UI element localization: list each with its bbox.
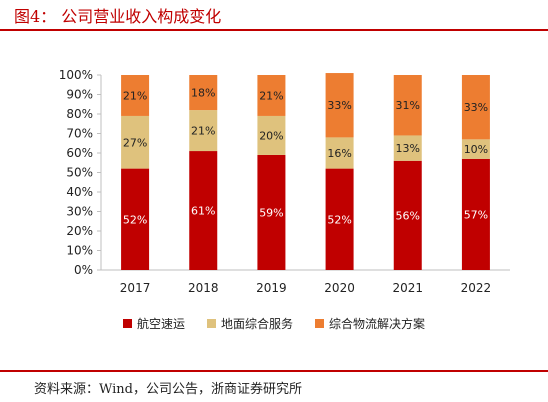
legend-swatch [315,319,324,328]
stacked-bar-chart: 0% 10% 20% 30% 40% 50% 60% 70% 80% 90% 100% 52% 27% 2… [59,68,510,295]
x-tick-label: 2021 [392,281,423,295]
data-label: 21% [191,125,215,138]
data-label: 52% [123,213,147,226]
bar-segment-1 [461,139,490,159]
y-tick-label: 100% [59,68,93,82]
y-tick-label: 70% [66,127,93,141]
bar-segment-2 [257,75,286,116]
x-tick-label: 2019 [256,281,287,295]
bar-segment-0 [461,158,490,270]
bar-segment-1 [393,135,422,161]
y-tick-label: 50% [66,166,93,180]
data-label: 18% [191,87,215,100]
data-label: 21% [123,89,147,102]
y-tick-label: 20% [66,224,93,238]
legend-swatch [122,319,132,328]
x-tick-label: 2017 [120,281,151,295]
data-label: 27% [123,136,147,149]
bar-segment-2 [121,75,150,116]
source-note: 资料来源：Wind，公司公告，浙商证券研究所 [34,382,302,397]
y-tick-label: 60% [66,146,93,160]
legend-label: 综合物流解决方案 [329,317,426,331]
data-label: 56% [396,209,420,222]
chart-legend: 航空速运 地面综合服务 综合物流解决方案 [0,315,548,332]
bar-segment-0 [189,151,218,270]
y-tick-label: 30% [66,205,93,219]
y-tick-label: 80% [66,107,93,121]
bar-segment-2 [325,73,354,138]
y-tick-label: 10% [66,244,93,258]
bar-segment-0 [121,168,150,270]
bar-segment-1 [257,115,286,155]
x-tick-label: 2018 [188,281,219,295]
bar-segment-1 [121,115,150,169]
bar-segment-2 [189,75,218,111]
title-rule [0,29,548,31]
bar-segment-1 [325,137,354,169]
y-tick-label: 40% [66,185,93,199]
bar-segment-2 [461,75,490,140]
x-tick-label: 2020 [324,281,355,295]
data-label: 20% [259,129,283,142]
bar-segment-2 [393,75,422,136]
legend-item: 航空速运 [122,315,185,332]
legend-item: 综合物流解决方案 [315,315,425,332]
data-label: 13% [396,142,420,155]
data-label: 33% [327,99,351,112]
source-rule [0,370,548,372]
data-label: 10% [464,143,488,156]
data-label: 52% [327,213,351,226]
bar-segment-0 [257,154,286,270]
y-tick-label: 90% [66,88,93,102]
legend-swatch [206,319,216,328]
legend-item: 地面综合服务 [206,315,293,332]
bar-segment-0 [393,160,422,270]
x-tick-label: 2022 [461,281,492,295]
data-label: 57% [464,208,488,221]
data-label: 59% [259,206,283,219]
data-label: 61% [191,205,215,218]
data-label: 31% [396,99,420,112]
data-label: 33% [464,101,488,114]
data-label: 21% [259,89,283,102]
bar-segment-1 [189,110,218,152]
bar-segment-0 [325,168,354,270]
figure-title: 图4： 公司营业收入构成变化 [14,7,222,26]
legend-label: 航空速运 [136,317,185,331]
y-tick-label: 0% [74,263,93,277]
legend-label: 地面综合服务 [220,317,293,331]
data-label: 16% [327,147,351,160]
